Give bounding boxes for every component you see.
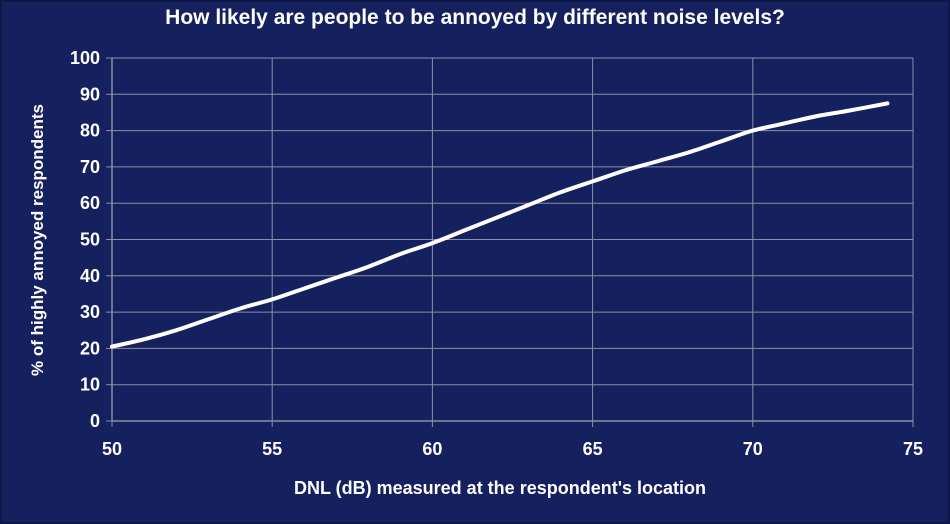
series-line-0 [110,101,890,349]
x-tick-label: 55 [262,439,282,459]
x-tick-labels: 50 55 60 65 70 75 [102,439,923,459]
grid-lines [112,57,914,421]
series-lines [110,101,890,349]
x-tick-label: 65 [583,439,603,459]
y-tick-label: 0 [90,411,100,431]
y-tick-labels: 0 10 20 30 40 50 60 70 80 90 100 [70,48,100,431]
x-tick-label: 50 [102,439,122,459]
x-tick-label: 75 [903,439,923,459]
x-axis-label: DNL (dB) measured at the respondent's lo… [293,478,706,498]
x-tick-label: 70 [743,439,763,459]
axes [106,57,914,427]
x-tick-label: 60 [422,439,442,459]
chart-title: How likely are people to be annoyed by d… [165,6,785,29]
y-tick-label: 40 [80,266,100,286]
y-tick-label: 30 [80,302,100,322]
y-tick-label: 50 [80,230,100,250]
y-tick-label: 10 [80,375,100,395]
y-tick-label: 20 [80,338,100,358]
y-tick-label: 100 [70,48,100,68]
y-tick-label: 90 [80,84,100,104]
y-tick-label: 60 [80,193,100,213]
y-tick-label: 80 [80,121,100,141]
y-tick-label: 70 [80,157,100,177]
